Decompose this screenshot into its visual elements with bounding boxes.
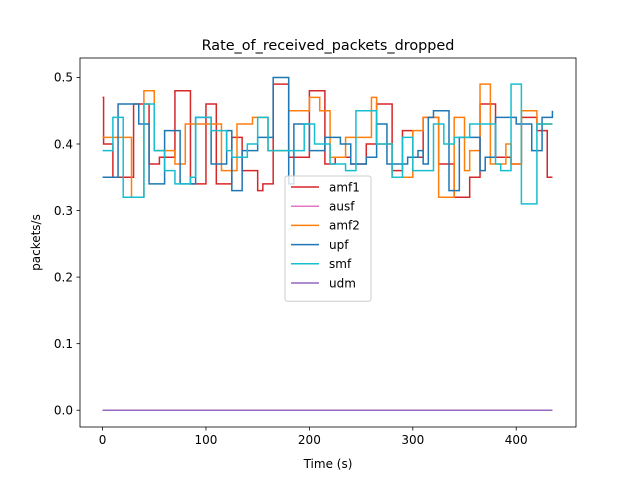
x-tick-label: 200 — [298, 433, 321, 447]
series-line-amf2 — [102, 83, 553, 198]
legend-label-udm: udm — [329, 276, 356, 290]
x-tick-label: 100 — [195, 433, 218, 447]
series-layer — [102, 76, 554, 411]
legend-label-amf2: amf2 — [329, 219, 360, 233]
plot-frame — [79, 57, 577, 428]
legend-label-upf: upf — [329, 238, 349, 252]
y-tick-label: 0.0 — [54, 404, 73, 418]
legend-label-amf1: amf1 — [329, 180, 360, 194]
y-tick-label: 0.5 — [54, 71, 73, 85]
legend-label-ausf: ausf — [329, 200, 355, 214]
y-tick-label: 0.1 — [54, 337, 73, 351]
legend-box — [284, 175, 372, 302]
y-tick-label: 0.2 — [54, 270, 73, 284]
x-tick-label: 300 — [401, 433, 424, 447]
x-axis: 0 100 200 300 400 — [99, 427, 528, 447]
y-tick-label: 0.3 — [54, 204, 73, 218]
legend: amf1 ausf amf2 upf smf udm — [284, 175, 372, 302]
series-line-smf — [102, 83, 553, 205]
x-tick-label: 400 — [505, 433, 528, 447]
y-axis: 0.0 0.1 0.2 0.3 0.4 0.5 — [54, 71, 80, 418]
x-axis-label: Time (s) — [303, 457, 353, 471]
y-tick-label: 0.4 — [54, 137, 73, 151]
y-axis-label: packets/s — [29, 214, 43, 271]
chart-title: Rate_of_received_packets_dropped — [202, 38, 455, 54]
legend-label-smf: smf — [329, 257, 352, 271]
x-tick-label: 0 — [99, 433, 107, 447]
